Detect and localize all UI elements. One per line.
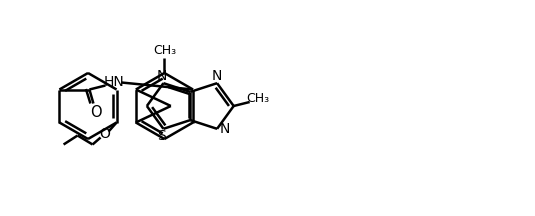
Text: CH₃: CH₃ — [153, 43, 176, 57]
Text: O: O — [90, 105, 102, 120]
Text: S: S — [157, 129, 166, 143]
Text: HN: HN — [104, 75, 125, 89]
Text: O: O — [99, 127, 110, 141]
Text: CH₃: CH₃ — [246, 92, 269, 105]
Text: N: N — [212, 69, 222, 83]
Text: N: N — [156, 69, 166, 83]
Text: N: N — [220, 122, 230, 136]
